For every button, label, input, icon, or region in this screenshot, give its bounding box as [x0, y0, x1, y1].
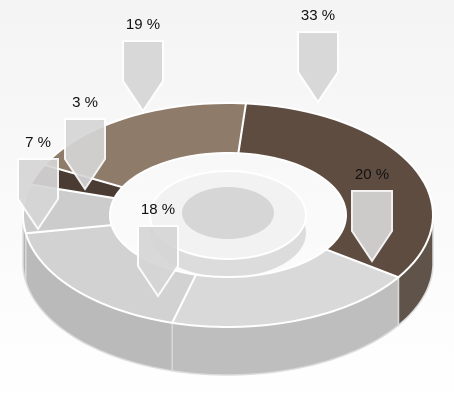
data-label: 19 % [126, 16, 160, 33]
data-label: 33 % [301, 7, 335, 24]
data-label: 7 % [25, 134, 51, 151]
label-arrow [137, 225, 179, 298]
label-arrow [351, 190, 393, 263]
label-arrow [297, 31, 339, 104]
label-arrow [64, 118, 106, 191]
hub-hole [182, 187, 274, 239]
label-arrow [17, 158, 59, 231]
label-arrow [122, 40, 164, 113]
data-label: 18 % [141, 201, 175, 218]
data-label: 3 % [72, 94, 98, 111]
data-label: 20 % [355, 166, 389, 183]
